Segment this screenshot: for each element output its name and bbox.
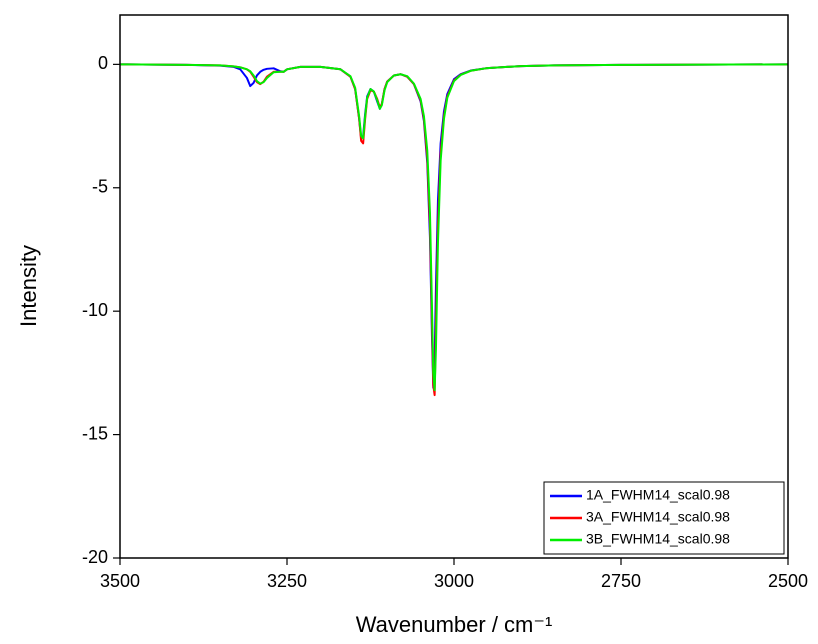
plot-frame bbox=[119, 14, 789, 559]
y-tick-label: 0 bbox=[98, 53, 108, 73]
series-line bbox=[119, 63, 789, 389]
y-tick-label: -15 bbox=[82, 423, 108, 443]
y-tick-label: -5 bbox=[92, 177, 108, 197]
series-line bbox=[119, 63, 789, 397]
y-axis-title: Intensity bbox=[16, 245, 41, 327]
y-tick-label: -20 bbox=[82, 547, 108, 567]
x-tick-label: 2500 bbox=[768, 571, 808, 591]
x-tick-label: 2750 bbox=[601, 571, 641, 591]
legend-label: 3B_FWHM14_scal0.98 bbox=[586, 531, 730, 547]
y-tick-label: -10 bbox=[82, 300, 108, 320]
legend-label: 1A_FWHM14_scal0.98 bbox=[586, 487, 730, 503]
series-line bbox=[119, 63, 789, 392]
legend-label: 3A_FWHM14_scal0.98 bbox=[586, 509, 730, 525]
legend-box bbox=[543, 481, 785, 555]
x-tick-label: 3250 bbox=[267, 571, 307, 591]
x-tick-label: 3000 bbox=[434, 571, 474, 591]
x-axis-title: Wavenumber / cm⁻¹ bbox=[356, 612, 553, 637]
x-tick-label: 3500 bbox=[100, 571, 140, 591]
